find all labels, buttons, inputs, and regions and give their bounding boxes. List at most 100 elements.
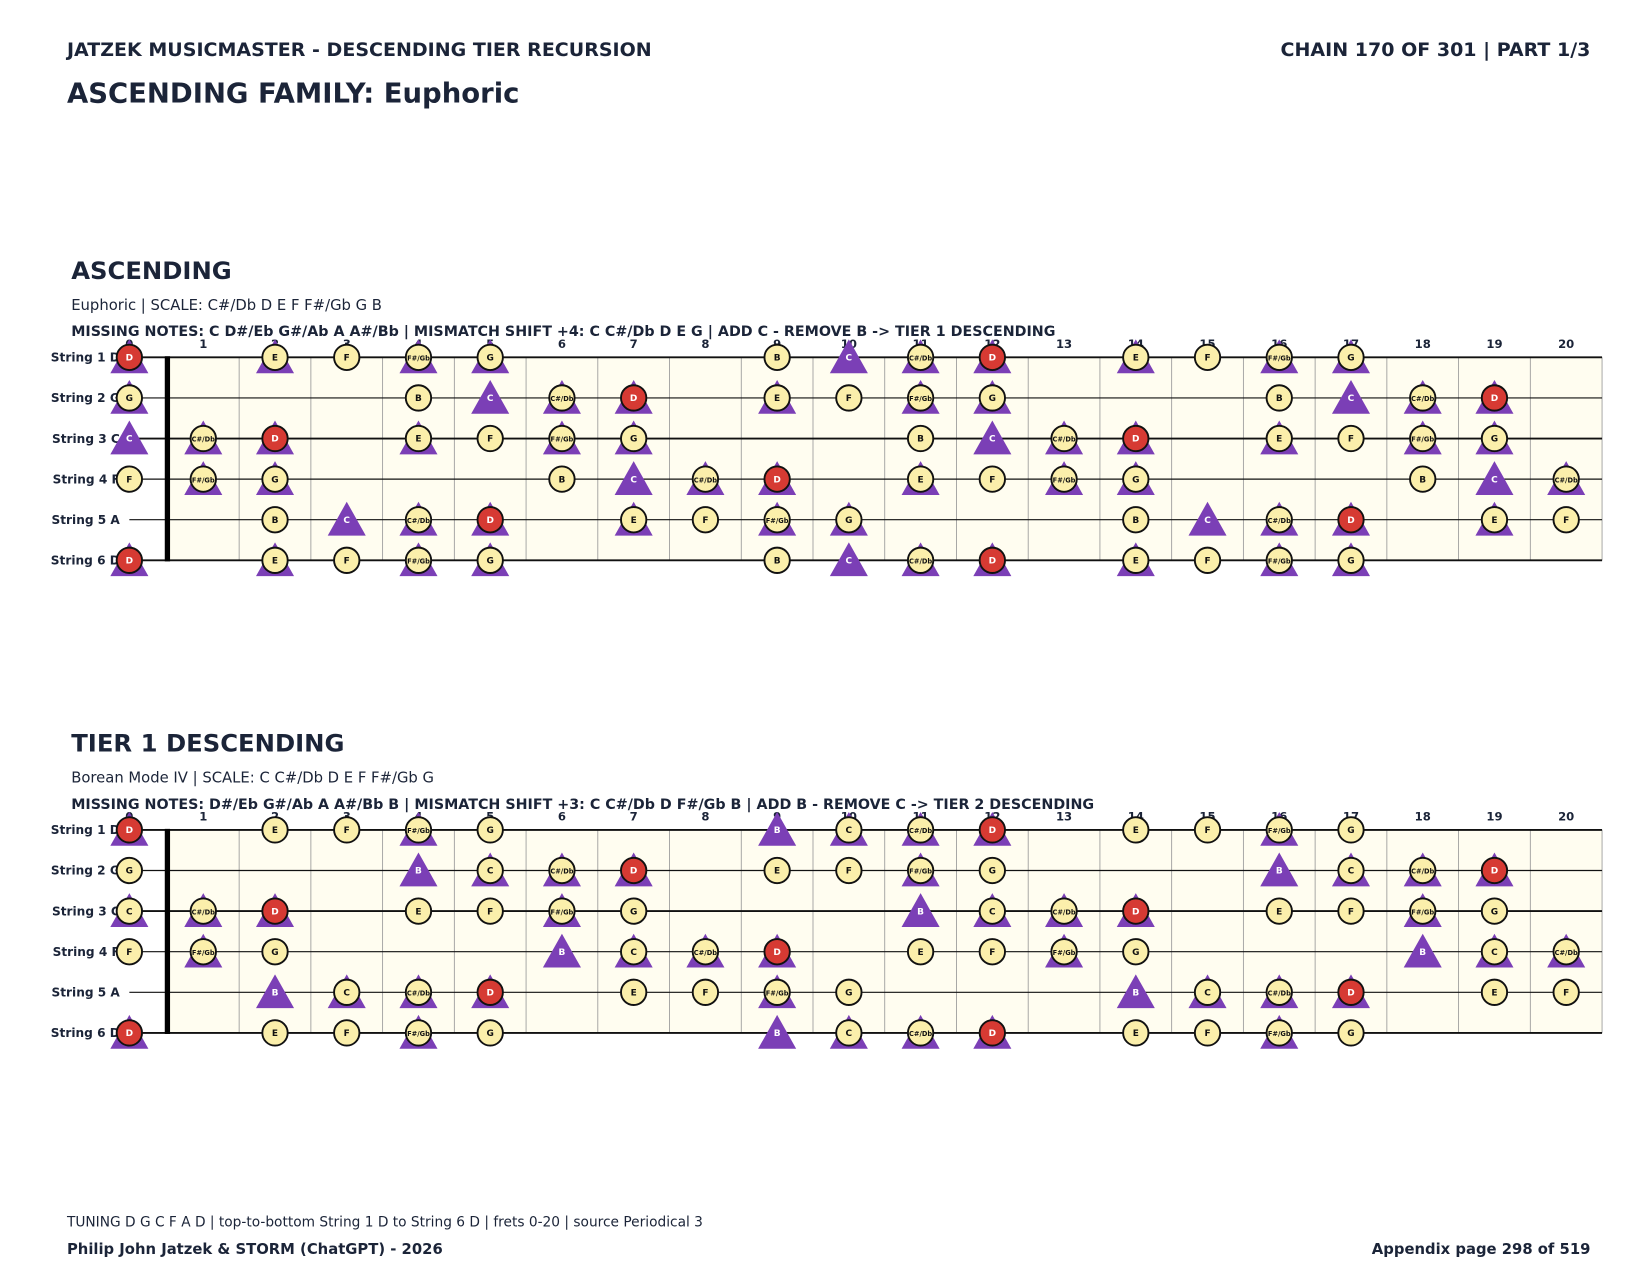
note-circle bbox=[835, 506, 863, 534]
note-label: C#/Db bbox=[1268, 989, 1291, 997]
note-circle bbox=[620, 506, 648, 534]
note-circle bbox=[1265, 816, 1293, 844]
note-label: F bbox=[1204, 556, 1210, 566]
fret-number: 13 bbox=[1056, 809, 1072, 823]
note-circle bbox=[620, 384, 648, 412]
note-label: C#/Db bbox=[550, 868, 573, 876]
note-label: B bbox=[1419, 948, 1426, 958]
note-label: F bbox=[1204, 354, 1210, 364]
note-label: C bbox=[343, 516, 350, 526]
note-circle bbox=[1050, 938, 1078, 966]
note-label: G bbox=[271, 948, 278, 958]
note-circle bbox=[548, 897, 576, 925]
note-circle bbox=[978, 1019, 1006, 1047]
note-label: C bbox=[1491, 475, 1498, 485]
note-label: B bbox=[415, 394, 422, 404]
note-circle bbox=[333, 816, 361, 844]
triangle-marker bbox=[471, 379, 510, 414]
note-circle bbox=[620, 938, 648, 966]
fret-number: 20 bbox=[1558, 337, 1574, 351]
note-label: E bbox=[272, 354, 278, 364]
note-circle bbox=[1265, 343, 1293, 371]
note-label: B bbox=[415, 867, 422, 877]
fret-number: 19 bbox=[1486, 809, 1502, 823]
string-label: String 2 G bbox=[51, 391, 120, 405]
note-label: C#/Db bbox=[909, 557, 932, 565]
footer-tuning: TUNING D G C F A D | top-to-bottom Strin… bbox=[66, 1214, 703, 1230]
note-label: C#/Db bbox=[550, 395, 573, 403]
note-circle bbox=[1265, 506, 1293, 534]
note-label: C bbox=[1491, 948, 1498, 958]
note-label: F#/Gb bbox=[1268, 1030, 1291, 1038]
note-label: B bbox=[774, 826, 781, 836]
note-circle bbox=[978, 465, 1006, 493]
fret-number: 6 bbox=[558, 337, 566, 351]
note-label: E bbox=[774, 867, 780, 877]
note-label: C#/Db bbox=[1268, 517, 1291, 525]
triangle-marker bbox=[758, 811, 797, 846]
note-circle bbox=[404, 384, 433, 412]
note-label: G bbox=[1347, 354, 1354, 364]
note-label: E bbox=[774, 394, 780, 404]
note-label: E bbox=[631, 516, 637, 526]
note-label: D bbox=[126, 354, 133, 364]
note-circle bbox=[476, 546, 504, 574]
note-circle bbox=[1122, 506, 1150, 534]
note-circle bbox=[1409, 897, 1437, 925]
note-circle bbox=[115, 816, 143, 844]
note-label: F#/Gb bbox=[909, 868, 932, 876]
triangle-marker bbox=[1403, 933, 1442, 968]
note-label: F bbox=[126, 475, 132, 485]
note-label: B bbox=[559, 948, 566, 958]
note-label: D bbox=[989, 354, 996, 364]
note-label: F#/Gb bbox=[551, 436, 574, 444]
note-label: D bbox=[1347, 988, 1354, 998]
note-circle bbox=[906, 384, 935, 412]
note-circle bbox=[978, 546, 1006, 574]
note-circle bbox=[691, 465, 720, 493]
note-circle bbox=[1480, 384, 1509, 412]
note-label: D bbox=[126, 556, 133, 566]
note-label: F#/Gb bbox=[1411, 908, 1434, 916]
note-circle bbox=[835, 816, 863, 844]
note-circle bbox=[906, 465, 935, 493]
note-circle bbox=[1480, 897, 1509, 925]
note-circle bbox=[1337, 424, 1365, 453]
note-label: F bbox=[702, 516, 708, 526]
note-label: E bbox=[1276, 907, 1282, 917]
note-circle bbox=[1122, 343, 1150, 371]
string-label: String 1 D bbox=[51, 351, 120, 365]
note-circle bbox=[1122, 1019, 1150, 1047]
note-circle bbox=[404, 343, 433, 371]
note-circle bbox=[691, 506, 720, 534]
note-label: F#/Gb bbox=[192, 949, 215, 957]
note-circle bbox=[763, 465, 791, 493]
note-circle bbox=[763, 978, 791, 1006]
note-label: C bbox=[989, 435, 996, 445]
note-circle bbox=[620, 978, 648, 1006]
note-circle bbox=[1337, 856, 1365, 885]
note-circle bbox=[835, 1019, 863, 1047]
triangle-marker bbox=[255, 974, 295, 1009]
note-circle bbox=[1050, 897, 1078, 925]
note-circle bbox=[1265, 978, 1293, 1006]
note-label: F bbox=[1563, 988, 1569, 998]
note-label: B bbox=[917, 907, 924, 917]
note-label: F bbox=[1204, 1029, 1210, 1039]
note-circle bbox=[906, 938, 935, 966]
note-circle bbox=[1265, 897, 1293, 925]
note-circle bbox=[1265, 384, 1293, 412]
note-label: F#/Gb bbox=[407, 355, 430, 363]
note-label: F bbox=[1348, 435, 1354, 445]
note-circle bbox=[189, 465, 217, 493]
note-label: C#/Db bbox=[909, 827, 932, 835]
note-circle bbox=[906, 546, 935, 574]
note-label: E bbox=[631, 988, 637, 998]
note-circle bbox=[261, 465, 289, 493]
triangle-marker bbox=[1260, 852, 1299, 887]
note-label: F bbox=[846, 394, 852, 404]
string-label: String 6 D bbox=[51, 554, 120, 568]
section-heading: ASCENDING bbox=[71, 256, 232, 285]
note-label: F#/Gb bbox=[551, 908, 574, 916]
note-circle bbox=[1409, 465, 1437, 493]
